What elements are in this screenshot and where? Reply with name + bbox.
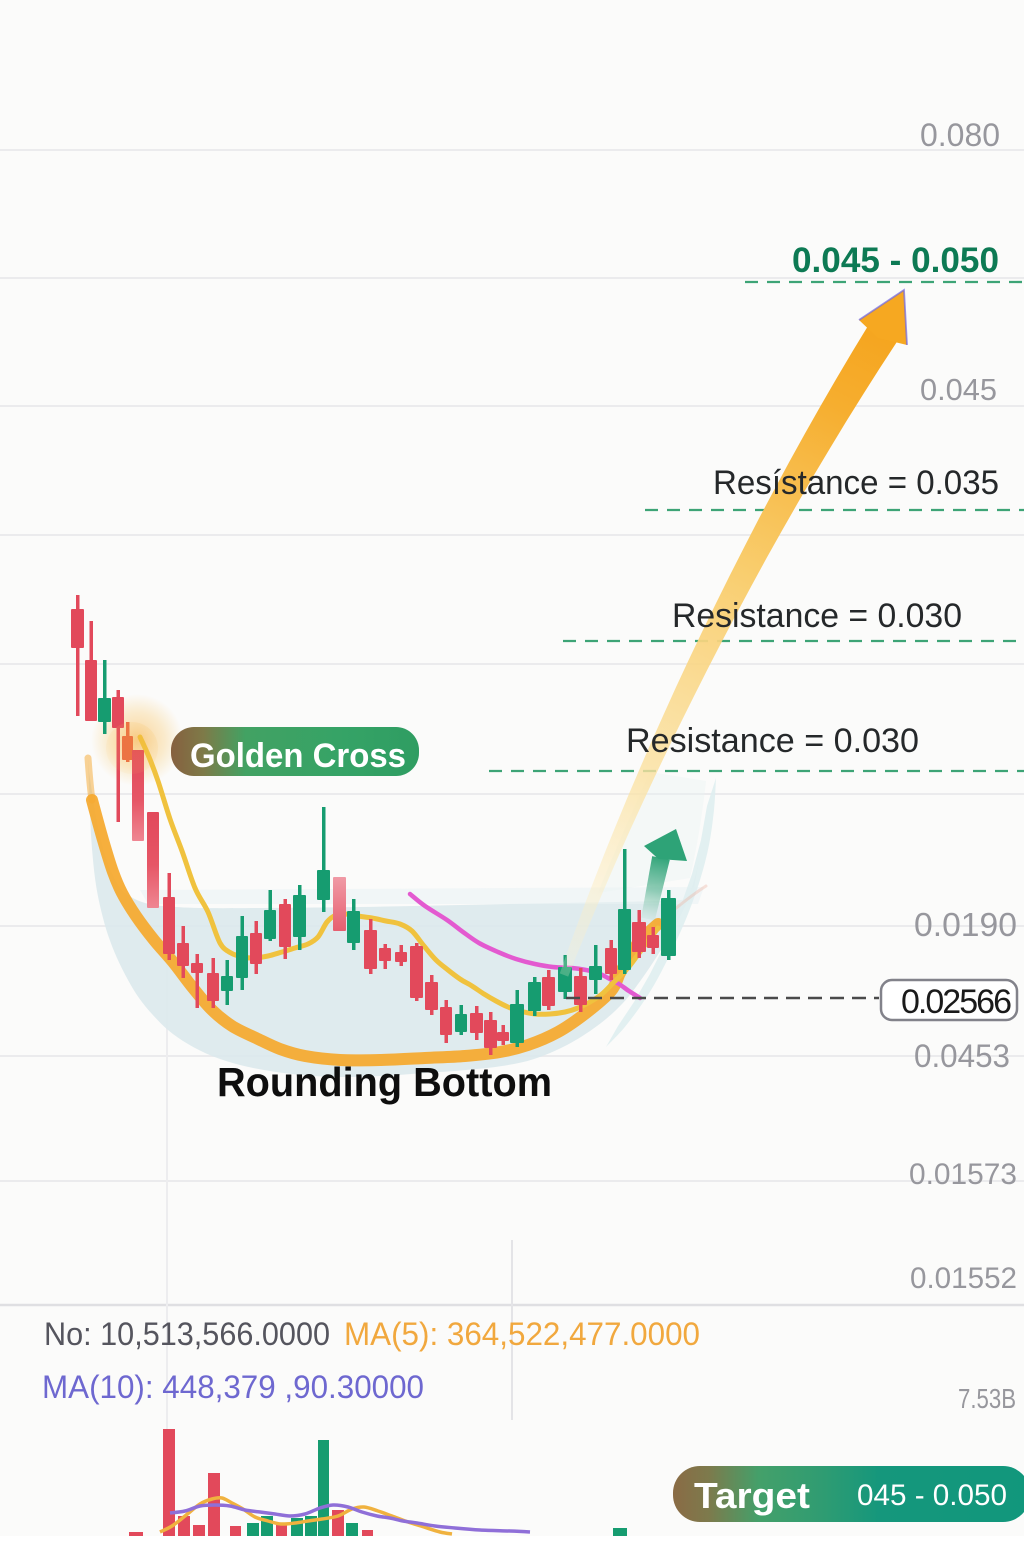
svg-text:MA(5): 364,522,477.0000: MA(5): 364,522,477.0000 — [344, 1316, 700, 1352]
svg-text:Rounding Bottom: Rounding Bottom — [217, 1059, 552, 1105]
svg-text:0.02566: 0.02566 — [901, 983, 1012, 1021]
svg-text:Resístance = 0.035: Resístance = 0.035 — [713, 464, 999, 502]
svg-text:0.045 - 0.050: 0.045 - 0.050 — [792, 241, 999, 280]
svg-text:Target: Target — [694, 1475, 810, 1516]
svg-text:0.0190: 0.0190 — [914, 906, 1017, 943]
svg-text:Resistance = 0.030: Resistance = 0.030 — [672, 597, 962, 635]
svg-text:No: 10,513,566.0000: No: 10,513,566.0000 — [44, 1316, 330, 1352]
svg-text:0.045: 0.045 — [920, 372, 997, 407]
svg-text:0.01552: 0.01552 — [910, 1262, 1017, 1295]
svg-text:Resistance = 0.030: Resistance = 0.030 — [626, 722, 919, 760]
svg-text:0.0453: 0.0453 — [914, 1038, 1010, 1074]
svg-text:0.080: 0.080 — [920, 117, 1000, 153]
svg-text:Golden Cross: Golden Cross — [190, 737, 406, 775]
svg-text:0.01573: 0.01573 — [909, 1158, 1017, 1191]
svg-text:7.53B: 7.53B — [958, 1383, 1016, 1414]
svg-text:MA(10): 448,379 ,90.30000: MA(10): 448,379 ,90.30000 — [42, 1369, 424, 1405]
svg-text:045 - 0.050: 045 - 0.050 — [857, 1479, 1007, 1512]
